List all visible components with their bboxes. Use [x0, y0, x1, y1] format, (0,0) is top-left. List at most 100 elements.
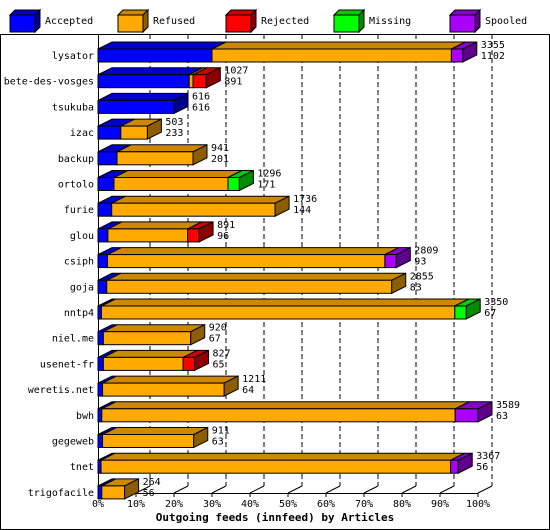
bar-segment-refused — [188, 74, 194, 89]
x-tick-label: 0% — [92, 499, 104, 510]
bar-value-label: 144 — [293, 205, 311, 216]
bar-side — [477, 400, 493, 423]
bar-segment-refused — [111, 202, 276, 217]
bar-side — [173, 92, 189, 115]
bar-segment-accepted — [97, 408, 103, 423]
bar-value-label: 1736 — [293, 194, 317, 205]
bar-top — [97, 41, 227, 50]
bar-segment-accepted — [97, 228, 109, 243]
bar-segment-refused — [107, 254, 386, 269]
bar-value-label: 93 — [414, 257, 426, 268]
bar-segment-spooled — [454, 408, 479, 423]
x-tick-labels: 0% 10% 20% 30% 40% 50% 60% 70% 80% 90% 100% — [92, 499, 490, 510]
grid-floor-line — [325, 485, 341, 494]
bar-segment-accepted — [97, 434, 104, 448]
bar-value-label: 3589 — [496, 400, 520, 411]
category-label: nntp4 — [64, 308, 94, 319]
bar-segment-refused — [106, 279, 393, 294]
bar-segment-refused — [100, 305, 456, 320]
bar-value-label: 171 — [257, 180, 275, 191]
legend: Accepted Refused Rejected Missing Spooled — [8, 8, 527, 34]
bar-value-label: 64 — [242, 385, 254, 396]
bar-side — [391, 272, 407, 295]
bar-segment-accepted — [97, 305, 102, 320]
bar-side — [146, 118, 162, 140]
bar-value-label: 65 — [213, 359, 225, 370]
bar-value-label: 233 — [165, 128, 183, 139]
bar-value-label: 1102 — [481, 51, 505, 62]
bar-value-label: 201 — [211, 154, 229, 165]
bar-segment-rejected — [187, 228, 200, 243]
bar-value-label: 1211 — [242, 374, 266, 385]
bar-value-label: 891 — [224, 77, 242, 88]
bar-value-label: 1027 — [224, 66, 248, 77]
legend-swatch-accepted — [9, 14, 36, 33]
category-label: glou — [70, 231, 94, 242]
bar-top — [211, 41, 466, 50]
category-label: niel.me — [52, 334, 94, 345]
bar-side — [457, 452, 473, 475]
bar-top — [111, 195, 290, 204]
bar-top — [97, 92, 189, 101]
bar-segment-accepted — [97, 485, 103, 500]
bar-segment-refused — [211, 48, 452, 63]
bar-top — [101, 298, 470, 307]
bar-top — [106, 272, 406, 281]
grid-floor-line — [173, 485, 189, 494]
x-tick-label: 20% — [165, 499, 183, 510]
bar-segment-refused — [102, 434, 195, 448]
bar-value-label: 1296 — [257, 169, 281, 180]
category-label: ortolo — [58, 180, 94, 191]
bar-segment-accepted — [97, 382, 104, 397]
category-label: backup — [58, 154, 94, 165]
bar-top — [97, 67, 204, 76]
bar-value-label: 264 — [143, 477, 161, 488]
grid-floor-line — [439, 485, 455, 494]
category-label: trigofacile — [28, 488, 94, 499]
category-label: tsukuba — [52, 102, 94, 113]
category-label: usenet-fr — [40, 359, 94, 370]
bar-segment-refused — [100, 459, 452, 474]
bar-value-label: 3367 — [476, 451, 500, 462]
category-labels: lysator bete-des-vosges tsukuba izac backup o… — [4, 51, 94, 499]
bar-value-label: 2809 — [414, 246, 438, 257]
bar-segment-accepted — [97, 356, 104, 371]
bar-value-label: 616 — [192, 91, 210, 102]
bar-side — [223, 375, 239, 397]
bar-side — [462, 41, 478, 63]
x-tick-label: 70% — [355, 499, 373, 510]
legend-label-spooled: Spooled — [485, 16, 527, 27]
bar-value-label: 83 — [410, 282, 422, 293]
legend-swatch-spooled — [449, 14, 476, 33]
bar-value-labels: 3355110210278916166165032339412011296171… — [143, 40, 520, 499]
bar-side — [465, 298, 481, 320]
bar-segment-spooled — [450, 459, 459, 474]
legend-label-missing: Missing — [369, 16, 411, 27]
bar-segment-refused — [101, 408, 456, 423]
bar-side — [395, 246, 411, 269]
bar-top — [116, 144, 208, 153]
bar-value-label: 503 — [165, 117, 183, 128]
bar-segment-accepted — [97, 125, 122, 140]
grid-floor-line — [477, 485, 493, 494]
legend-swatch-rejected — [225, 14, 252, 33]
bar-side — [274, 195, 290, 218]
bar-side — [192, 143, 208, 166]
bar-top — [103, 349, 198, 358]
x-tick-label: 80% — [393, 499, 411, 510]
bar-value-label: 56 — [476, 462, 488, 473]
bar-segment-refused — [120, 125, 148, 140]
x-tick-label: 90% — [431, 499, 449, 510]
category-label: gegeweb — [52, 437, 94, 448]
bar-segment-spooled — [450, 48, 464, 63]
bar-side — [198, 221, 214, 243]
bar-segment-accepted — [97, 254, 108, 269]
bar-segment-refused — [102, 331, 192, 346]
bar-segment-missing — [454, 305, 467, 320]
bar-value-label: 891 — [217, 220, 235, 231]
bar-segment-accepted — [97, 151, 118, 166]
x-tick-label: 60% — [317, 499, 335, 510]
bar-segment-refused — [102, 356, 184, 371]
x-axis-title: Outgoing feeds (innfeed) by Articles — [156, 511, 394, 524]
